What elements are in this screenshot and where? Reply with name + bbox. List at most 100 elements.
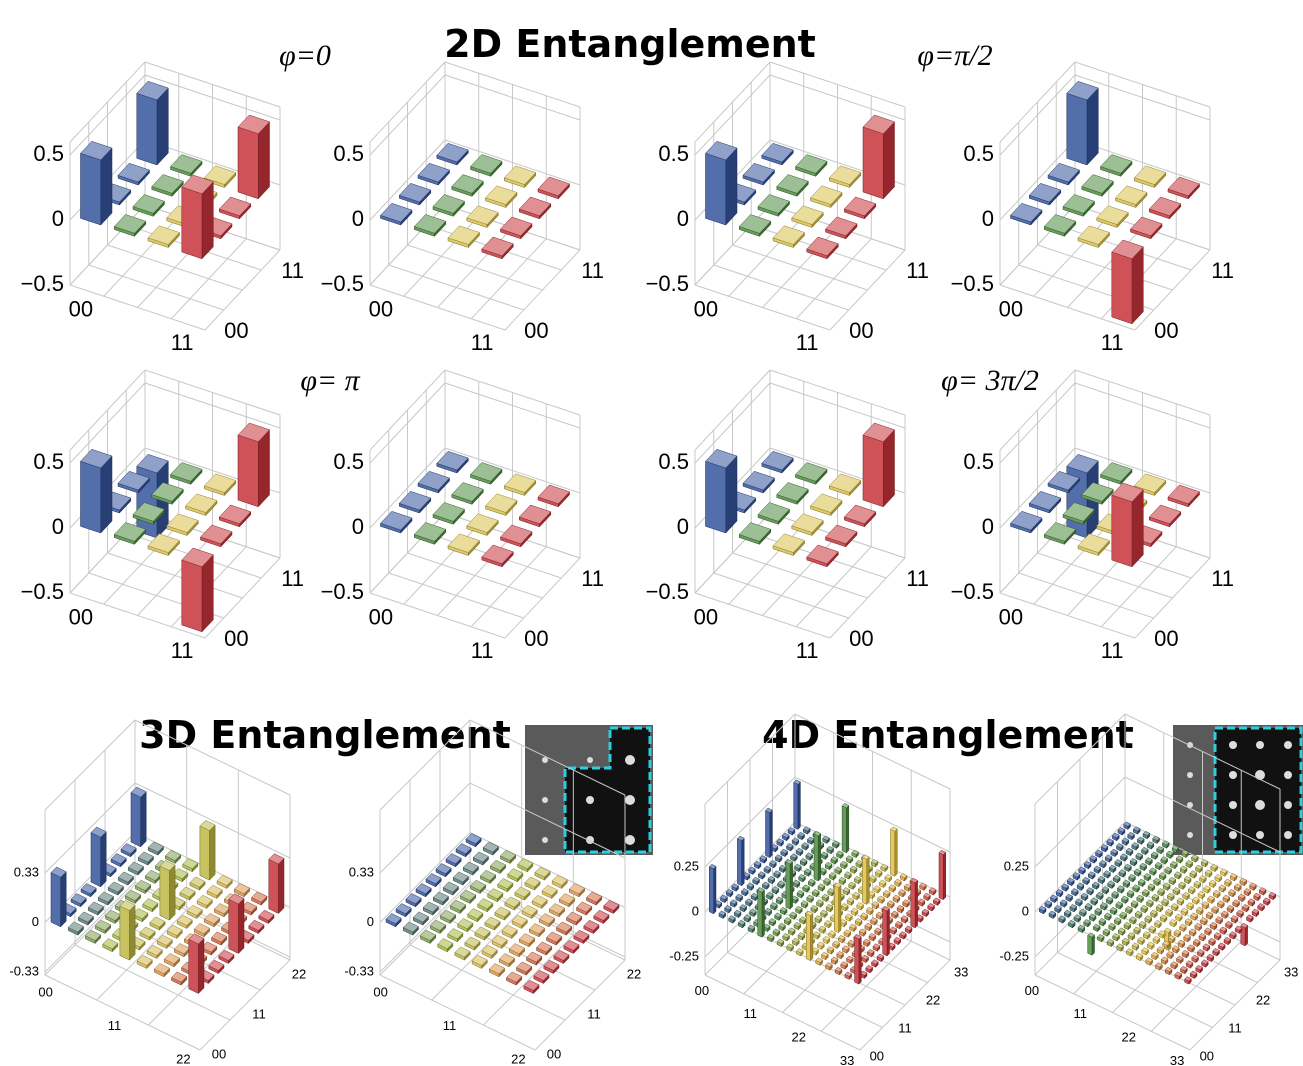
bar xyxy=(417,471,450,494)
bar xyxy=(791,937,800,947)
box-edge xyxy=(369,61,446,143)
bar xyxy=(895,921,903,930)
bar xyxy=(1107,880,1115,890)
row-label: 11 xyxy=(471,638,494,663)
column-label: 11 xyxy=(1211,566,1234,591)
bar xyxy=(1101,886,1110,895)
bar xyxy=(163,953,181,968)
bar xyxy=(494,906,511,921)
bar xyxy=(850,907,859,917)
row-label: 00 xyxy=(695,983,709,998)
bar xyxy=(843,196,877,220)
bar xyxy=(501,924,518,940)
bar xyxy=(741,888,749,897)
bar xyxy=(1092,923,1101,933)
bar xyxy=(861,854,870,906)
bar xyxy=(127,861,144,876)
bar xyxy=(132,502,165,525)
bar xyxy=(1090,897,1099,907)
bar xyxy=(902,899,910,908)
bar xyxy=(1054,904,1062,914)
bar xyxy=(830,956,839,966)
bar xyxy=(1156,846,1164,855)
bar xyxy=(1159,914,1168,923)
bar xyxy=(248,919,265,935)
bar xyxy=(1236,909,1244,919)
bar xyxy=(464,936,481,951)
column-label: 11 xyxy=(581,566,604,591)
bar xyxy=(1141,947,1149,956)
column-label: 22 xyxy=(627,966,641,981)
bar xyxy=(1115,901,1124,910)
bar xyxy=(1132,884,1140,893)
bar xyxy=(1127,932,1136,941)
bar xyxy=(551,874,568,890)
bar xyxy=(1105,896,1114,906)
bar xyxy=(792,879,801,889)
bar xyxy=(869,874,877,884)
bar xyxy=(508,943,526,958)
box-edge xyxy=(769,369,906,416)
z-tick-label: 0.5 xyxy=(33,141,64,166)
bar xyxy=(181,174,214,260)
column-label: 11 xyxy=(1228,1021,1242,1036)
bar xyxy=(170,154,203,177)
bar xyxy=(1166,892,1175,902)
bar xyxy=(798,874,806,883)
heading: 3D Entanglement xyxy=(139,713,511,757)
bar xyxy=(1142,931,1151,940)
bar xyxy=(156,934,173,950)
z-tick-label: 0 xyxy=(982,514,994,539)
column-label: 00 xyxy=(524,318,548,343)
bar xyxy=(481,236,514,260)
bar xyxy=(1126,889,1135,899)
bar xyxy=(1038,906,1047,915)
bar xyxy=(1191,954,1199,964)
bar xyxy=(1028,491,1062,514)
bar xyxy=(1167,176,1200,200)
bar xyxy=(1203,885,1211,894)
bar xyxy=(1180,907,1189,917)
column-label: 22 xyxy=(926,992,940,1007)
bar xyxy=(459,889,477,905)
bar xyxy=(451,174,484,197)
z-tick-label: 0 xyxy=(52,206,64,231)
bar xyxy=(844,871,852,880)
bar xyxy=(489,859,507,875)
bar xyxy=(1155,904,1164,913)
row-label: 11 xyxy=(171,638,194,663)
bar xyxy=(878,879,887,889)
chart-panel: -0.33 0 0.33 00 00 11 11 22 22 xyxy=(344,719,641,1066)
bar xyxy=(536,941,553,956)
bar xyxy=(795,154,828,177)
floor-grid xyxy=(1100,546,1177,628)
floor-grid xyxy=(44,974,201,1051)
bar xyxy=(1145,957,1154,967)
bar xyxy=(1087,871,1096,880)
bar xyxy=(166,924,183,940)
bar xyxy=(1191,854,1199,863)
bar xyxy=(466,205,499,229)
grid-line xyxy=(694,74,906,156)
box-edge xyxy=(469,719,626,796)
bar xyxy=(778,922,786,932)
column-label: 33 xyxy=(1284,964,1298,979)
bar xyxy=(1141,889,1150,898)
bar xyxy=(1153,877,1161,887)
bar xyxy=(731,883,739,892)
grid-line xyxy=(369,139,581,221)
floor-grid xyxy=(204,557,281,639)
bar xyxy=(1075,898,1083,907)
bar xyxy=(862,114,895,200)
row-label: 00 xyxy=(999,604,1023,629)
bar xyxy=(1066,877,1075,887)
bar xyxy=(67,921,84,936)
box-edge xyxy=(1074,61,1211,108)
bar xyxy=(398,491,432,514)
bar xyxy=(593,909,610,925)
bar xyxy=(761,143,794,166)
bar xyxy=(94,919,112,935)
bar xyxy=(1168,876,1177,886)
bar xyxy=(830,856,839,865)
bar xyxy=(1100,154,1133,177)
